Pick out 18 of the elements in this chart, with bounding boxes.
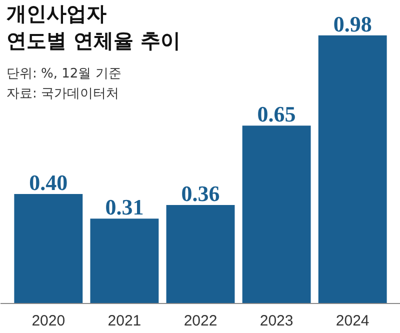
data-label: 0.31	[105, 194, 144, 220]
data-label: 0.36	[181, 181, 220, 206]
x-tick-label: 2020	[32, 312, 66, 330]
bar	[242, 126, 311, 304]
x-tick-label: 2021	[108, 312, 142, 330]
bar	[14, 194, 83, 304]
chart-title: 개인사업자 연도별 연체율 추이	[6, 2, 180, 52]
data-label: 0.65	[257, 102, 296, 127]
bar	[166, 205, 235, 304]
bar	[318, 35, 387, 304]
text: 단위: %, 12월 기준	[6, 66, 122, 82]
data-label: 0.98	[333, 11, 372, 36]
data-label: 0.40	[29, 170, 68, 196]
bar	[90, 218, 159, 304]
x-tick-label: 2022	[184, 312, 218, 330]
x-tick-label: 2023	[260, 312, 294, 330]
annotation: 자료: 국가데이터처	[6, 86, 120, 102]
x-tick-label: 2024	[336, 312, 370, 330]
